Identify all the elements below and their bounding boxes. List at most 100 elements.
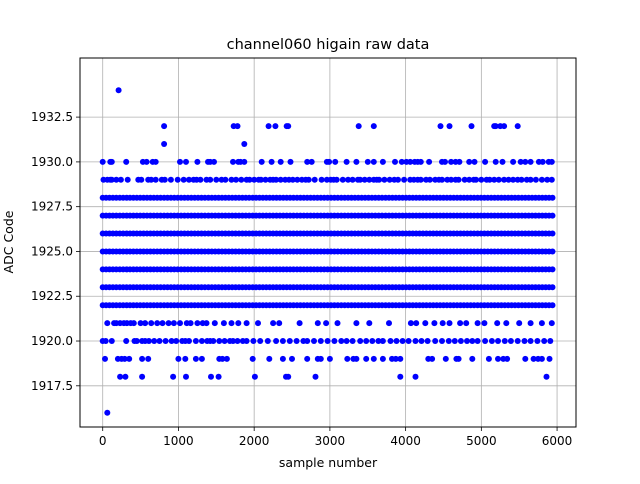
data-point xyxy=(474,320,481,327)
data-point xyxy=(268,158,275,165)
data-point xyxy=(461,176,468,183)
data-point xyxy=(437,123,444,130)
y-axis-ticks: 1917.5 1920.0 1922.5 1925.0 1927.5 1930.0 1932… xyxy=(31,110,80,393)
data-point xyxy=(304,355,311,362)
data-point xyxy=(213,176,220,183)
data-point xyxy=(386,320,392,327)
data-point xyxy=(485,355,492,362)
data-point xyxy=(338,338,345,344)
data-point xyxy=(366,320,373,327)
data-point xyxy=(233,176,239,183)
data-point xyxy=(418,338,425,344)
data-point xyxy=(442,355,449,362)
data-point xyxy=(104,409,111,416)
data-point xyxy=(243,320,250,327)
data-point xyxy=(431,320,438,327)
data-point xyxy=(210,338,217,344)
data-point xyxy=(251,176,258,183)
data-point xyxy=(279,338,286,344)
data-point xyxy=(501,123,508,130)
y-tick-label: 1925.0 xyxy=(31,244,73,258)
data-point xyxy=(448,176,455,183)
data-point xyxy=(121,355,128,362)
data-point xyxy=(457,338,464,344)
data-point xyxy=(538,355,545,362)
data-point xyxy=(505,176,512,183)
data-point xyxy=(397,373,404,380)
data-point xyxy=(187,320,194,327)
data-point xyxy=(194,320,201,327)
data-point xyxy=(183,373,189,380)
data-point xyxy=(439,176,445,183)
data-point xyxy=(395,176,401,183)
x-tick-label: 4000 xyxy=(390,434,421,448)
y-tick-label: 1930.0 xyxy=(31,155,73,169)
data-point xyxy=(285,373,292,380)
data-point xyxy=(471,158,478,165)
data-point xyxy=(228,320,235,327)
data-point xyxy=(308,158,315,165)
data-point xyxy=(361,176,368,183)
data-point xyxy=(495,338,501,344)
data-point xyxy=(495,355,501,362)
data-point xyxy=(405,338,412,344)
data-point xyxy=(549,230,556,237)
data-point xyxy=(392,158,398,165)
x-tick-label: 6000 xyxy=(542,434,573,448)
data-point xyxy=(507,338,514,344)
data-point xyxy=(139,373,146,380)
data-point xyxy=(455,176,462,183)
data-point xyxy=(379,158,386,165)
data-point xyxy=(364,158,371,165)
data-point xyxy=(221,338,228,344)
data-point xyxy=(527,338,534,344)
data-point xyxy=(108,338,115,344)
y-tick-label: 1917.5 xyxy=(31,379,73,393)
data-point xyxy=(117,373,124,380)
data-point xyxy=(177,320,183,327)
data-point xyxy=(503,320,510,327)
data-point xyxy=(370,355,377,362)
data-point xyxy=(180,176,187,183)
data-point xyxy=(343,158,350,165)
data-point xyxy=(532,176,539,183)
data-point xyxy=(312,373,319,380)
data-point xyxy=(363,355,370,362)
data-point xyxy=(276,320,283,327)
data-point xyxy=(241,158,248,165)
data-point xyxy=(357,176,364,183)
data-point xyxy=(156,338,163,344)
data-point xyxy=(270,320,277,327)
data-point xyxy=(481,320,488,327)
data-point xyxy=(344,355,351,362)
data-point xyxy=(108,158,115,165)
data-point xyxy=(216,338,223,344)
data-point xyxy=(445,338,452,344)
data-point xyxy=(273,338,280,344)
data-point xyxy=(530,355,537,362)
data-point xyxy=(549,194,556,201)
data-point xyxy=(366,176,373,183)
data-point xyxy=(501,176,508,183)
data-point xyxy=(277,176,284,183)
data-point xyxy=(159,320,166,327)
chart-title: channel060 higain raw data xyxy=(227,37,430,53)
data-point xyxy=(208,373,214,380)
data-point xyxy=(170,320,177,327)
x-tick-label: 1000 xyxy=(163,434,194,448)
data-point xyxy=(549,248,556,255)
data-point xyxy=(522,355,529,362)
data-point xyxy=(334,320,341,327)
data-point xyxy=(305,176,312,183)
data-point xyxy=(108,176,115,183)
data-point xyxy=(432,338,439,344)
y-tick-label: 1927.5 xyxy=(31,200,73,214)
data-point xyxy=(203,320,210,327)
data-point xyxy=(175,355,182,362)
data-point xyxy=(133,338,140,344)
data-point xyxy=(152,158,159,165)
x-tick-label: 0 xyxy=(99,434,107,448)
data-point xyxy=(349,176,356,183)
